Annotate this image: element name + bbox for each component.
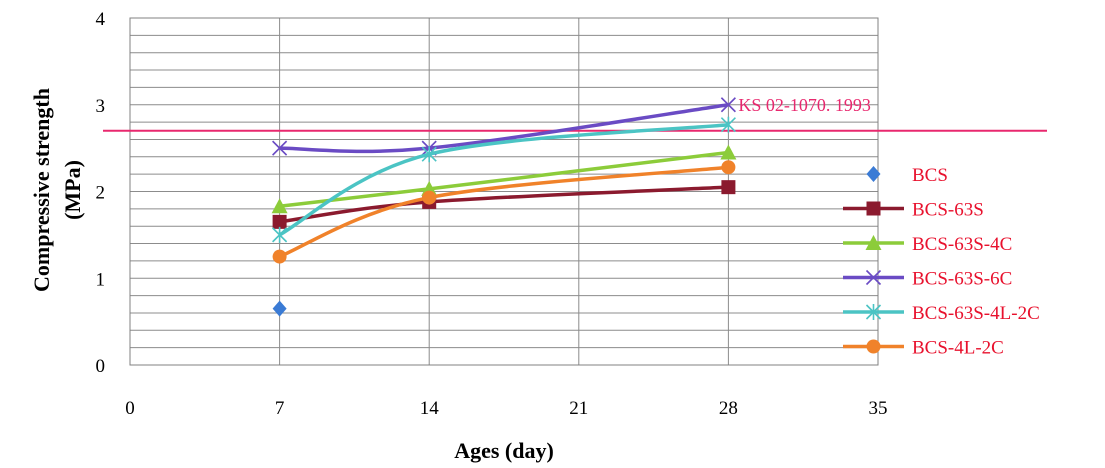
y-tick-label: 1 <box>96 269 106 290</box>
y-tick-label: 3 <box>96 96 106 117</box>
x-tick-label: 14 <box>420 398 440 419</box>
data-point <box>720 116 736 133</box>
legend: BCS BCS-63S BCS-63S-4C BCS-63S-6C BCS-63S-4L… <box>843 165 1040 359</box>
legend-label: BCS-63S <box>912 200 984 221</box>
y-tick-label: 2 <box>96 183 106 204</box>
reference-line-label: KS 02-1070. 1993 <box>738 95 871 115</box>
grid <box>129 17 879 366</box>
legend-label: BCS-63S-4L-2C <box>912 303 1040 324</box>
y-tick-label: 0 <box>96 356 106 377</box>
x-tick-label: 28 <box>719 398 738 419</box>
series-bcs <box>272 300 287 317</box>
data-point <box>421 146 437 163</box>
legend-entry: BCS-63S <box>843 200 984 221</box>
x-axis-ticks: 0 7 14 21 28 35 <box>125 398 887 419</box>
x-tick-label: 21 <box>569 398 588 419</box>
legend-marker <box>865 304 882 320</box>
series-line <box>279 150 729 208</box>
x-tick-label: 0 <box>125 398 135 419</box>
legend-marker <box>865 269 882 286</box>
legend-label: BCS-63S-4C <box>912 234 1012 255</box>
data-point <box>272 249 287 264</box>
series-bcs-63s-4c <box>271 144 737 214</box>
data-point <box>271 198 288 214</box>
series-bcs-4l-2c <box>272 160 736 264</box>
data-point <box>720 97 736 113</box>
y-axis-ticks: 0 1 2 3 4 <box>96 9 106 377</box>
x-tick-label: 7 <box>275 398 285 419</box>
data-point <box>272 300 287 317</box>
data-point <box>272 226 288 243</box>
series-bcs-63s <box>272 180 736 229</box>
legend-entry: BCS-63S-4C <box>843 234 1012 255</box>
legend-entry: BCS <box>866 165 948 186</box>
data-point <box>422 190 437 205</box>
series-bcs-63s-6c <box>272 97 736 156</box>
series-line <box>279 103 729 154</box>
series-line <box>278 165 729 259</box>
y-axis-title-line-1: Compressive strength <box>29 88 54 292</box>
data-point <box>720 144 737 160</box>
legend-label: BCS <box>912 165 948 186</box>
legend-marker <box>866 166 881 182</box>
plot-area-border <box>129 17 879 366</box>
legend-label: BCS-4L-2C <box>912 338 1004 359</box>
data-point <box>272 140 288 156</box>
x-axis-title: Ages (day) <box>454 438 554 463</box>
series-bcs-63s-4l-2c <box>272 116 736 243</box>
legend-entry: BCS-63S-6C <box>843 269 1012 290</box>
legend-entry: BCS-63S-4L-2C <box>843 303 1040 324</box>
legend-marker <box>866 201 881 216</box>
series-lines <box>271 97 737 317</box>
y-tick-label: 4 <box>96 9 106 30</box>
series-line <box>278 122 729 237</box>
reference-line-group: KS 02-1070. 1993 <box>103 95 1047 132</box>
legend-marker <box>866 339 881 354</box>
legend-label: BCS-63S-6C <box>912 269 1012 290</box>
legend-marker <box>865 235 882 250</box>
y-axis-title-line-2: (MPa) <box>60 160 85 220</box>
data-point <box>721 160 736 175</box>
series-line <box>279 185 729 224</box>
data-point <box>721 180 736 195</box>
data-point <box>272 214 287 229</box>
x-tick-label: 35 <box>869 398 888 419</box>
legend-entry: BCS-4L-2C <box>843 338 1004 359</box>
